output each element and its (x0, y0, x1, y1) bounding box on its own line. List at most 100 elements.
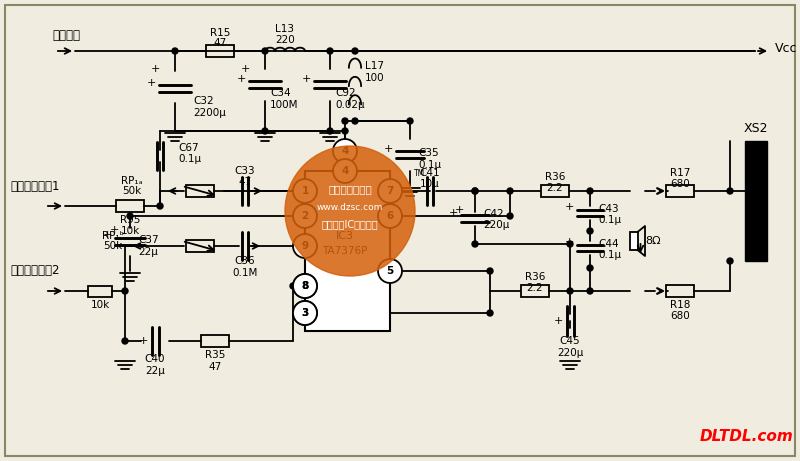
Circle shape (293, 234, 317, 258)
Text: 47: 47 (208, 362, 222, 372)
Text: 47: 47 (214, 38, 226, 48)
Text: 100: 100 (365, 73, 385, 83)
Circle shape (587, 265, 593, 271)
Text: TM: TM (414, 169, 426, 177)
Text: RP₁ₐ: RP₁ₐ (121, 176, 143, 186)
Text: 10k: 10k (120, 226, 140, 236)
Text: 9: 9 (302, 241, 309, 251)
Text: C44: C44 (598, 239, 618, 249)
Circle shape (587, 288, 593, 294)
Circle shape (587, 188, 593, 194)
Text: 220μ: 220μ (483, 220, 510, 230)
Text: 22μ: 22μ (145, 366, 165, 376)
Text: 2: 2 (302, 211, 309, 221)
Text: 7: 7 (386, 186, 394, 196)
Text: 0.1μ: 0.1μ (418, 160, 441, 170)
Text: www.dzsc.com: www.dzsc.com (317, 202, 383, 212)
Text: C40: C40 (145, 354, 166, 364)
Text: 4: 4 (342, 166, 349, 176)
Circle shape (293, 301, 317, 325)
Bar (186, 185, 214, 197)
Text: RP₁ᵇ: RP₁ᵇ (102, 231, 124, 241)
Circle shape (587, 228, 593, 234)
Text: 10k: 10k (90, 300, 110, 310)
Circle shape (378, 204, 402, 228)
Circle shape (487, 268, 493, 274)
Text: C32: C32 (193, 96, 214, 106)
Text: 2200μ: 2200μ (193, 108, 226, 118)
Circle shape (333, 139, 357, 163)
Bar (521, 285, 549, 297)
Circle shape (472, 241, 478, 247)
Text: 8: 8 (302, 281, 309, 291)
Text: R95: R95 (120, 215, 140, 225)
Text: C35: C35 (418, 148, 438, 158)
Circle shape (727, 188, 733, 194)
Text: L13: L13 (275, 24, 294, 34)
Bar (666, 185, 694, 197)
Circle shape (507, 188, 513, 194)
Text: +: + (564, 202, 574, 212)
Circle shape (262, 48, 268, 54)
Text: +: + (564, 237, 574, 247)
Circle shape (567, 288, 573, 294)
Text: C67: C67 (178, 143, 198, 153)
Text: +: + (383, 143, 393, 154)
Text: +: + (454, 205, 464, 215)
Text: 2.2: 2.2 (526, 283, 543, 293)
Circle shape (157, 203, 163, 209)
Circle shape (327, 128, 333, 134)
Text: 5: 5 (386, 266, 394, 276)
Text: C92: C92 (335, 88, 356, 98)
Circle shape (172, 48, 178, 54)
Circle shape (472, 188, 478, 194)
Text: C33: C33 (234, 166, 255, 176)
Circle shape (122, 288, 128, 294)
Text: C42: C42 (483, 209, 504, 219)
Text: R17: R17 (670, 168, 690, 178)
Circle shape (293, 274, 317, 298)
Text: 6: 6 (386, 211, 394, 221)
Text: 680: 680 (670, 179, 690, 189)
Circle shape (293, 274, 317, 298)
Text: 0.1μ: 0.1μ (178, 154, 201, 164)
Text: 680: 680 (670, 311, 690, 321)
Text: C45: C45 (560, 336, 580, 346)
Circle shape (127, 213, 133, 219)
Text: 音频信号输入1: 音频信号输入1 (10, 179, 59, 193)
Text: 50k: 50k (122, 186, 142, 196)
Bar (206, 45, 234, 57)
Circle shape (407, 118, 413, 124)
Text: 220: 220 (275, 35, 295, 45)
Circle shape (567, 241, 573, 247)
Text: R36: R36 (545, 172, 565, 182)
Bar (630, 232, 638, 250)
Text: XS2: XS2 (744, 123, 768, 136)
Circle shape (352, 118, 358, 124)
Text: IC3: IC3 (336, 231, 354, 241)
Text: R35: R35 (205, 350, 225, 360)
Text: TA7376P: TA7376P (322, 246, 368, 256)
Text: 8Ω: 8Ω (645, 236, 661, 246)
Text: +: + (448, 207, 458, 218)
Text: R15: R15 (210, 28, 230, 38)
Text: 3: 3 (302, 308, 309, 318)
Circle shape (293, 301, 317, 325)
Text: L17: L17 (365, 61, 384, 71)
Circle shape (342, 128, 348, 134)
Text: 47: 47 (238, 177, 252, 187)
Text: 50k: 50k (103, 241, 122, 251)
Text: R18: R18 (670, 300, 690, 310)
Text: +: + (102, 230, 112, 241)
Circle shape (727, 258, 733, 264)
Circle shape (122, 338, 128, 344)
Bar (201, 335, 229, 347)
Text: C41: C41 (420, 168, 440, 178)
Circle shape (378, 259, 402, 283)
Text: 0.02μ: 0.02μ (335, 100, 365, 110)
Circle shape (293, 179, 317, 203)
Text: 22μ: 22μ (138, 247, 158, 257)
Text: 0.1μ: 0.1μ (598, 250, 621, 260)
Text: +: + (150, 64, 160, 74)
Text: +: + (236, 73, 246, 83)
